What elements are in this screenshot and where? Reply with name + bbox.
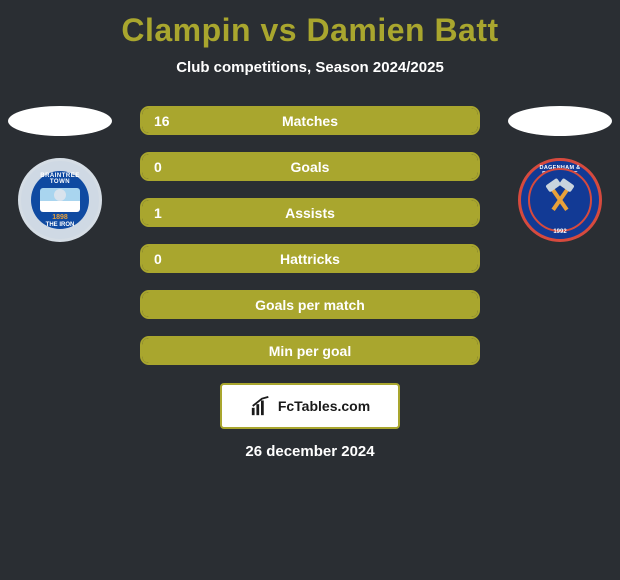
stat-row: 0Goals [140,152,480,181]
crest-left-scene [40,188,80,212]
crest-left-bottom-text: THE IRON [46,222,75,228]
page-title: Clampin vs Damien Batt [0,0,620,49]
hammers-icon [538,178,582,222]
crest-right-inner [528,168,592,232]
player-right-avatar-placeholder [508,106,612,136]
player-left-column: BRAINTREE TOWN 1898 THE IRON [5,106,115,242]
crest-left-top-text: BRAINTREE TOWN [31,173,89,185]
stat-label: Assists [142,205,478,221]
player-left-avatar-placeholder [8,106,112,136]
stat-row: 0Hattricks [140,244,480,273]
crest-left-inner: BRAINTREE TOWN 1898 THE IRON [31,171,89,229]
player-left-crest: BRAINTREE TOWN 1898 THE IRON [18,158,102,242]
branding-badge: FcTables.com [220,383,400,429]
page-subtitle: Club competitions, Season 2024/2025 [0,59,620,76]
stat-row: Goals per match [140,290,480,319]
main-area: BRAINTREE TOWN 1898 THE IRON DAGENHAM & … [0,106,620,460]
stat-row: 1Assists [140,198,480,227]
stat-row: Min per goal [140,336,480,365]
stat-label: Matches [142,113,478,129]
stats-container: 16Matches 0Goals 1Assists 0Hattricks Goals p… [140,106,480,365]
crest-right-year: 1992 [521,229,599,235]
player-right-column: DAGENHAM & REDBRIDGE 1992 [505,106,615,242]
branding-text: FcTables.com [278,398,370,414]
stat-label: Goals per match [142,297,478,313]
player-right-crest: DAGENHAM & REDBRIDGE 1992 [518,158,602,242]
crest-left-year: 1898 [52,214,68,221]
date-text: 26 december 2024 [0,443,620,460]
stat-row: 16Matches [140,106,480,135]
stat-label: Goals [142,159,478,175]
stat-label: Min per goal [142,343,478,359]
chart-icon [250,395,272,417]
stat-label: Hattricks [142,251,478,267]
